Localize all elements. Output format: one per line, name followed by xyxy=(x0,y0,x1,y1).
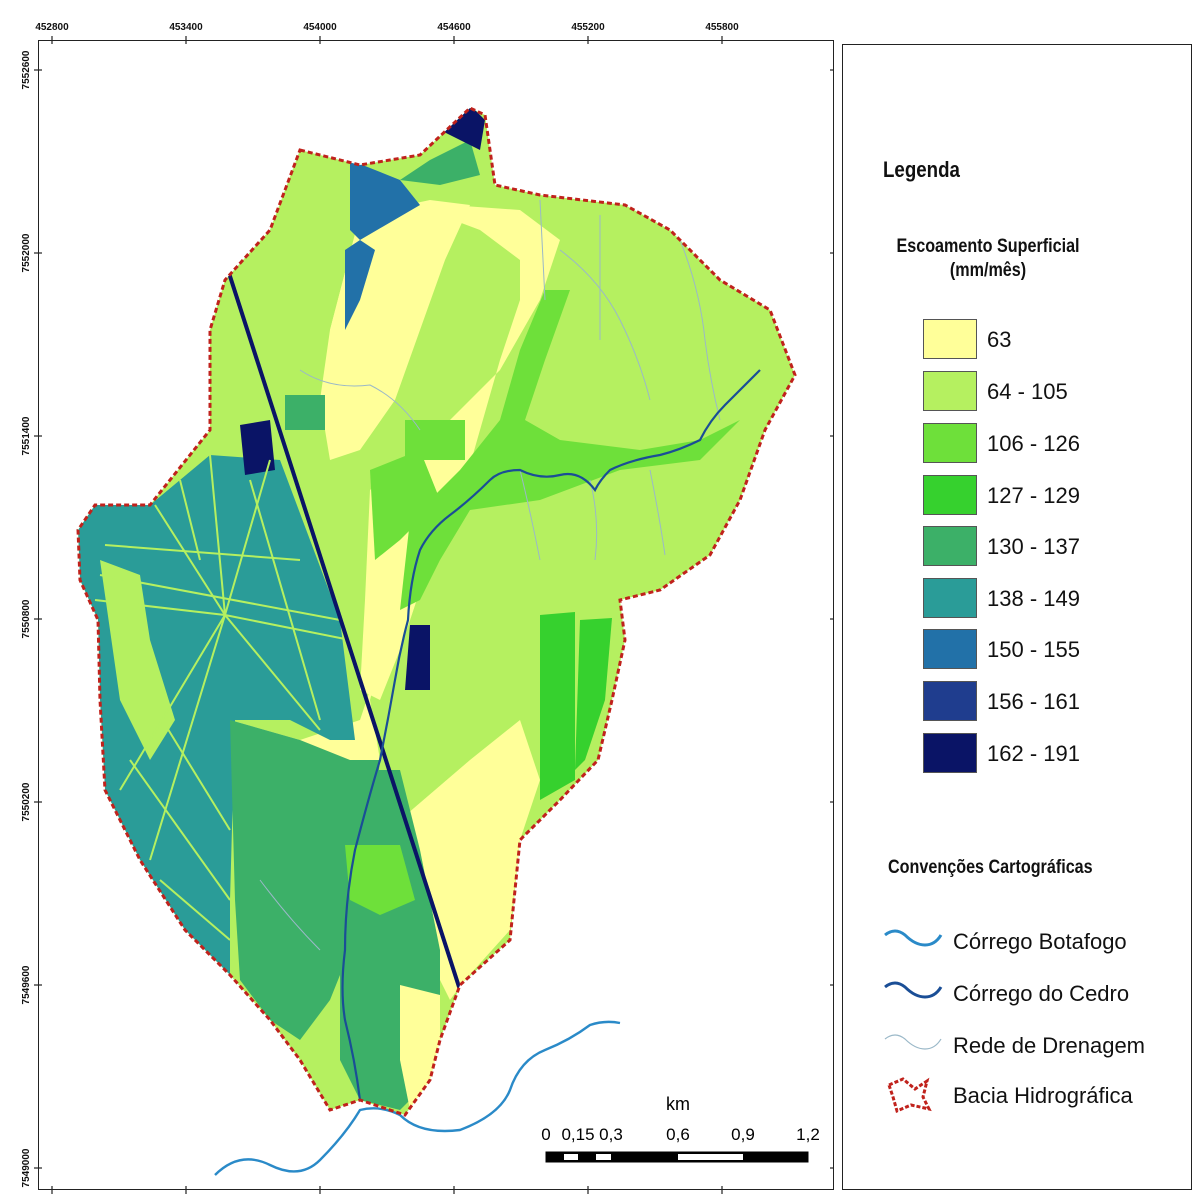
legend-color-swatch xyxy=(923,526,977,566)
runoff-north-medium xyxy=(350,160,420,240)
scale-label: 0,3 xyxy=(599,1125,623,1144)
x-tick-label: 454600 xyxy=(437,22,471,33)
legend-class-item: 106 - 126 xyxy=(923,423,1143,467)
runoff-band-106 xyxy=(400,290,740,610)
y-tick-label: 7551400 xyxy=(21,416,32,455)
ticks xyxy=(34,36,834,1194)
legend-class-item: 64 - 105 xyxy=(923,371,1143,415)
legend-class-item: 156 - 161 xyxy=(923,681,1143,725)
y-tick-label: 7552600 xyxy=(21,50,32,89)
convention-label: Rede de Drenagem xyxy=(953,1033,1146,1058)
legend-color-swatch xyxy=(923,423,977,463)
scale-bar: km 0 0,15 0,3 0,6 0,9 1,2 xyxy=(541,1094,820,1163)
legend-color-swatch xyxy=(923,629,977,669)
x-tick-label: 453400 xyxy=(169,22,203,33)
scale-unit: km xyxy=(666,1094,690,1114)
legend-class-label: 150 - 155 xyxy=(987,637,1080,662)
legend-color-swatch xyxy=(923,475,977,515)
legend-class-label: 138 - 149 xyxy=(987,586,1080,611)
legend-color-swatch xyxy=(923,371,977,411)
watershed-boundary xyxy=(76,106,797,1117)
convention-item: Bacia Hidrográfica xyxy=(883,1075,1183,1115)
conventions-title: Convenções Cartográficas xyxy=(888,857,1093,878)
watershed-boundary-icon xyxy=(887,1077,932,1114)
legend-class-item: 63 xyxy=(923,319,1143,363)
runoff-raster xyxy=(78,108,795,1115)
runoff-north-medium2 xyxy=(345,240,375,330)
runoff-band-106-west xyxy=(370,450,440,560)
scale-label: 0 xyxy=(541,1125,550,1144)
stream-icon xyxy=(884,981,943,999)
convention-label: Córrego do Cedro xyxy=(953,981,1130,1006)
corrego-do-cedro-path xyxy=(341,369,761,1101)
convention-item: Rede de Drenagem xyxy=(883,1025,1183,1065)
scale-label: 1,2 xyxy=(796,1125,820,1144)
y-tick-label: 7552000 xyxy=(21,233,32,272)
y-tick-label: 7550200 xyxy=(21,782,32,821)
legend-class-label: 162 - 191 xyxy=(987,741,1080,766)
legend-class-item: 162 - 191 xyxy=(923,733,1143,777)
legend-color-swatch xyxy=(923,733,977,773)
convention-item: Córrego Botafogo xyxy=(883,921,1183,961)
x-tick-label: 454000 xyxy=(303,22,337,33)
legend-class-label: 130 - 137 xyxy=(987,534,1080,559)
runoff-dark-strip xyxy=(405,625,430,690)
map-canvas[interactable]: 452800 453400 454000 454600 455200 45580… xyxy=(0,0,834,1200)
legend-class-item: 127 - 129 xyxy=(923,475,1143,519)
runoff-yellow-south xyxy=(400,985,440,1110)
runoff-east-green-blocks xyxy=(285,395,325,430)
legend-class-label: 156 - 161 xyxy=(987,689,1080,714)
runoff-green-east xyxy=(540,612,575,800)
convention-item: Córrego do Cedro xyxy=(883,973,1183,1013)
convention-label: Bacia Hidrográfica xyxy=(953,1083,1133,1108)
drainage-icon xyxy=(884,1034,942,1050)
scale-label: 0,6 xyxy=(666,1125,690,1144)
legend-class-label: 106 - 126 xyxy=(987,431,1080,456)
legend-class-label: 63 xyxy=(987,327,1012,352)
scale-label: 0,9 xyxy=(731,1125,755,1144)
legend-class-label: 64 - 105 xyxy=(987,379,1068,404)
legend-color-swatch xyxy=(923,578,977,618)
legend-class-item: 130 - 137 xyxy=(923,526,1143,570)
runoff-green-east2 xyxy=(575,618,612,770)
convention-label: Córrego Botafogo xyxy=(953,929,1127,954)
legend-title: Legenda xyxy=(883,157,960,182)
legend-color-swatch xyxy=(923,319,977,359)
runoff-north-dark xyxy=(430,108,485,150)
runoff-pond xyxy=(240,420,275,475)
legend-class-item: 138 - 149 xyxy=(923,578,1143,622)
y-tick-label: 7550800 xyxy=(21,599,32,638)
legend-panel: Legenda Escoamento Superficial (mm/mês) … xyxy=(842,44,1192,1190)
river-icon xyxy=(884,929,943,947)
x-axis-labels: 452800 453400 454000 454600 455200 45580… xyxy=(35,22,739,33)
runoff-mid-green-south xyxy=(345,845,415,915)
y-tick-label: 7549000 xyxy=(21,1148,32,1187)
y-tick-label: 7549600 xyxy=(21,965,32,1004)
drainage-network xyxy=(259,199,721,951)
runoff-north-light-green xyxy=(400,140,480,185)
legend-color-swatch xyxy=(923,681,977,721)
y-axis-labels: 7552600 7552000 7551400 7550800 7550200 … xyxy=(21,50,32,1187)
x-tick-label: 455800 xyxy=(705,22,739,33)
scale-label: 0,15 xyxy=(561,1125,594,1144)
runoff-east-green-block2 xyxy=(405,420,465,460)
x-tick-label: 455200 xyxy=(571,22,605,33)
road xyxy=(226,269,462,991)
urban-street-grid xyxy=(94,454,351,941)
legend-class-label: 127 - 129 xyxy=(987,483,1080,508)
x-tick-label: 452800 xyxy=(35,22,69,33)
runoff-west-urban xyxy=(78,455,355,975)
corrego-botafogo-path xyxy=(214,1020,621,1176)
legend-subtitle: Escoamento Superficial (mm/mês) xyxy=(896,236,1080,281)
legend-class-item: 150 - 155 xyxy=(923,629,1143,673)
